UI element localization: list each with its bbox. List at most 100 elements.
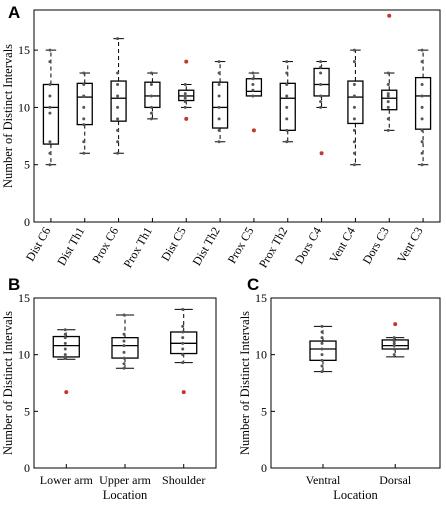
panel-b-label: B xyxy=(8,275,20,294)
panel-b-data-point xyxy=(63,332,67,336)
panel-a-data-point xyxy=(217,140,221,144)
panel-a-data-point xyxy=(48,105,52,109)
panel-c-axes-frame xyxy=(270,297,441,469)
panel-a-data-point xyxy=(319,65,323,69)
panel-a-category-label: Dist C5 xyxy=(158,225,189,264)
panel-a-ylabel: Number of Distinct Intervals xyxy=(1,44,15,188)
panel-a-outlier xyxy=(251,128,256,133)
panel-c-ytick-label: 5 xyxy=(261,404,267,418)
panel-a-data-point xyxy=(217,82,221,86)
panel-a-data-point xyxy=(48,82,52,86)
panel-a-data-point xyxy=(285,105,289,109)
panel-a-data-point xyxy=(149,94,153,98)
panel-a-data-point xyxy=(420,94,424,98)
panel-a-data-point xyxy=(217,71,221,75)
panel-a-category-label: Prox C6 xyxy=(89,225,121,266)
panel-a-data-point xyxy=(386,94,390,98)
panel-a-data-point xyxy=(285,128,289,132)
panel-a-data-point xyxy=(251,71,255,75)
panel-a-data-point xyxy=(319,105,323,109)
panel-b-data-point xyxy=(181,341,185,345)
panel-a-data-point xyxy=(82,117,86,121)
panel-a-data-point xyxy=(48,140,52,144)
panel-a-data-point xyxy=(183,82,187,86)
panel-a-data-point xyxy=(217,128,221,132)
panel-b-ylabel: Number of Distinct Intervals xyxy=(1,311,15,455)
panel-a-data-point xyxy=(116,140,120,144)
panel-a-data-point xyxy=(48,111,52,115)
panel-a-box xyxy=(245,78,263,97)
panel-a-data-point xyxy=(183,96,187,100)
panel-a-data-point xyxy=(116,94,120,98)
panel-a-box xyxy=(381,89,398,111)
panel-b-data-point xyxy=(122,356,126,360)
panel-b-outlier xyxy=(181,390,186,395)
panel-a-data-point xyxy=(352,163,356,167)
panel-a-data-point xyxy=(116,128,120,132)
panel-b-ytick-label: 15 xyxy=(18,291,30,305)
panel-a-data-point xyxy=(352,105,356,109)
panel-b-data-point xyxy=(122,332,126,336)
panel-c-ytick-label: 10 xyxy=(255,348,267,362)
panel-a-box xyxy=(110,80,127,122)
panel-c-data-point xyxy=(320,341,324,345)
panel-a-data-point xyxy=(386,92,390,96)
panel-a-data-point xyxy=(420,140,424,144)
panel-b-data-point xyxy=(181,347,185,351)
panel-a-outlier xyxy=(184,116,189,121)
panel-a-data-point xyxy=(420,48,424,52)
panel-a-label: A xyxy=(8,3,20,22)
panel-a-data-point xyxy=(48,151,52,155)
panel-a-data-point xyxy=(285,117,289,121)
panel-a-category-label: Prox Th2 xyxy=(256,225,291,271)
panel-c-xlabel: Location xyxy=(333,488,378,502)
panel-a-data-point xyxy=(82,151,86,155)
panel-a-data-point xyxy=(251,77,255,81)
panel-a-ytick-label: 0 xyxy=(24,215,30,229)
panel-a-outlier xyxy=(184,59,189,64)
panel-a-category-label: Dist Th2 xyxy=(189,224,222,267)
panel-a-category-label: Vent C3 xyxy=(394,225,426,266)
panel-a-data-point xyxy=(352,48,356,52)
panel-a-data-point xyxy=(285,71,289,75)
panel-b-outlier xyxy=(64,390,69,395)
panel-a-data-point xyxy=(352,94,356,98)
panel-c-category-label: Ventral xyxy=(306,473,341,487)
panel-b-data-point xyxy=(63,328,67,332)
panel-b-data-point xyxy=(63,356,67,360)
panel-b-ytick-label: 0 xyxy=(24,461,30,475)
panel-a-data-point xyxy=(82,82,86,86)
panel-b-data-point xyxy=(122,339,126,343)
panel-a-data-point xyxy=(319,71,323,75)
panel-a-data-point xyxy=(116,82,120,86)
panel-c-ytick-label: 15 xyxy=(255,291,267,305)
panel-b-data-point xyxy=(181,330,185,334)
panel-a-data-point xyxy=(420,60,424,64)
panel-a-category-label: Dist Th1 xyxy=(54,225,87,268)
panel-a-data-point xyxy=(116,71,120,75)
panel-b-box xyxy=(52,335,80,358)
panel-a-data-point xyxy=(386,100,390,104)
panel-b-ytick-label: 10 xyxy=(18,348,30,362)
panel-a-data-point xyxy=(149,105,153,109)
panel-a-data-point xyxy=(352,117,356,121)
panel-a-data-point xyxy=(48,60,52,64)
panel-a-axes-frame xyxy=(33,9,441,223)
panel-c-data-point xyxy=(392,341,396,345)
panel-c-label: C xyxy=(247,275,259,294)
panel-a-data-point xyxy=(183,92,187,96)
panel-a-box xyxy=(211,81,229,129)
panel-b-data-point xyxy=(122,313,126,317)
panel-c-data-point xyxy=(320,336,324,340)
panel-c-ytick-label: 0 xyxy=(261,461,267,475)
panel-a-box xyxy=(347,80,364,125)
panel-a-data-point xyxy=(217,117,221,121)
panel-a-category-label: Prox Th1 xyxy=(120,225,155,271)
panel-a-data-point xyxy=(149,82,153,86)
panel-a-data-point xyxy=(319,94,323,98)
panel-a-data-point xyxy=(217,60,221,64)
panel-a-data-point xyxy=(82,105,86,109)
panel-a-box xyxy=(144,81,161,109)
panel-c-data-point xyxy=(392,344,396,348)
